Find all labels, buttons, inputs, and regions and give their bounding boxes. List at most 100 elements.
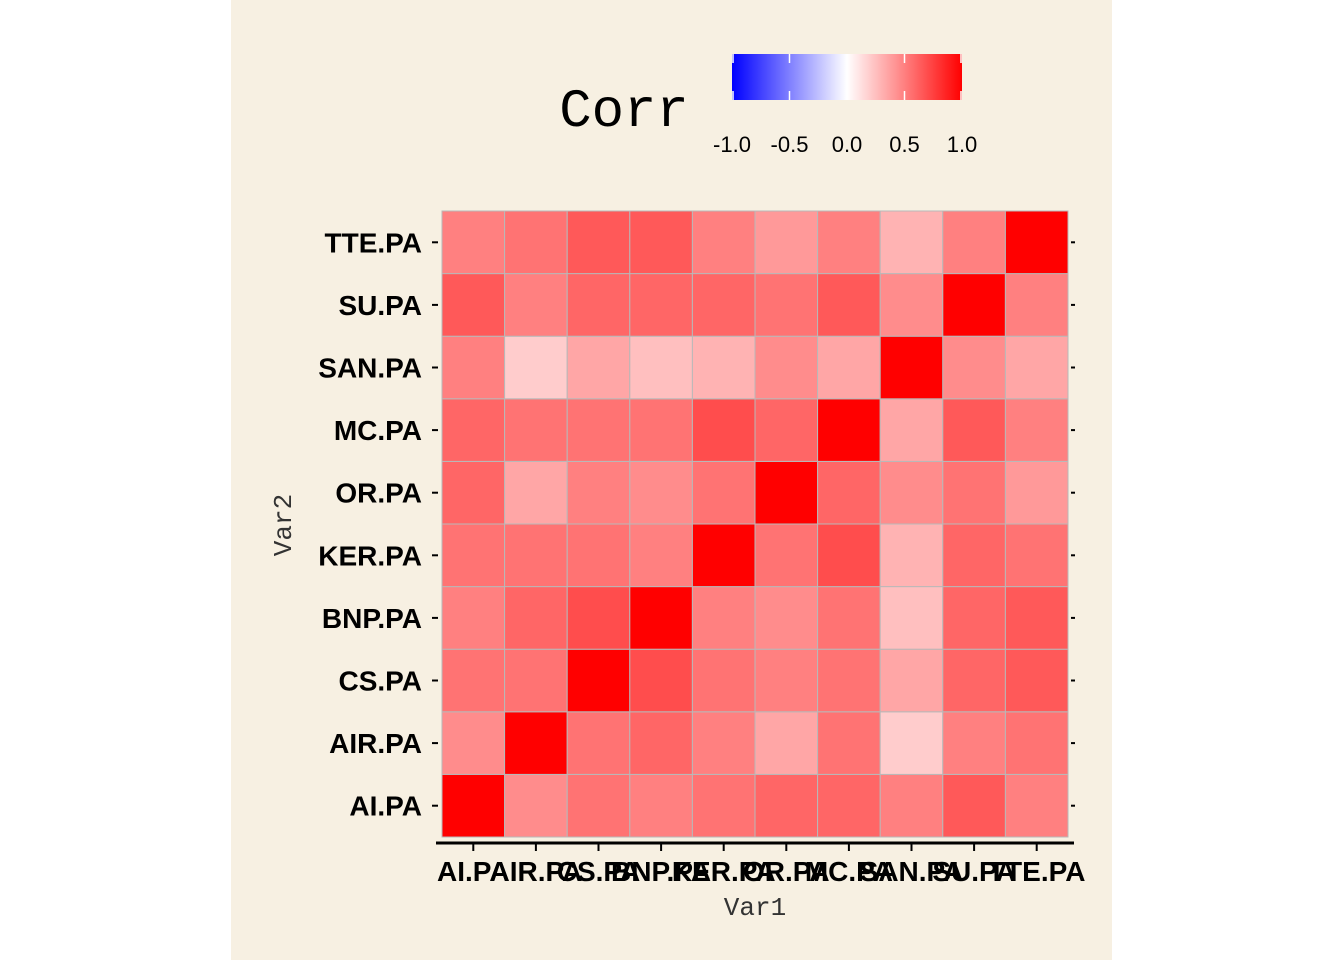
heatmap-cell xyxy=(942,273,1006,337)
heatmap-cell xyxy=(691,648,756,713)
legend-tick-label: -0.5 xyxy=(771,132,809,157)
legend-title: Corr xyxy=(559,82,689,143)
x-tick-label: MC.PA xyxy=(805,856,893,887)
heatmap-cell xyxy=(942,523,1006,588)
heatmap-cell xyxy=(1004,460,1069,525)
heatmap-cell xyxy=(629,648,693,713)
heatmap-cell xyxy=(942,586,1006,650)
heatmap-cell xyxy=(942,773,1006,838)
heatmap-cell xyxy=(504,523,568,588)
heatmap-cell xyxy=(691,398,756,462)
heatmap-cell xyxy=(879,648,944,713)
y-tick-label: BNP.PA xyxy=(322,603,422,634)
heatmap-cell xyxy=(566,648,631,713)
heatmap-cell xyxy=(691,586,756,650)
heatmap-cell xyxy=(566,523,631,588)
heatmap-cell xyxy=(441,523,506,588)
heatmap-cell xyxy=(817,273,881,337)
legend: Corr -1.0 -0.5 0.0 0.5 1.0 xyxy=(559,54,977,157)
heatmap-cell xyxy=(754,773,819,838)
heatmap-cell xyxy=(817,648,881,713)
x-tick-label: CS.PA xyxy=(557,856,641,887)
heatmap-cell xyxy=(504,586,568,650)
legend-tick-label: 0.0 xyxy=(832,132,863,157)
heatmap-cell xyxy=(566,335,631,400)
heatmap-cell xyxy=(691,523,756,588)
heatmap-cell xyxy=(754,398,819,462)
heatmap-cell xyxy=(879,523,944,588)
heatmap-cell xyxy=(691,210,756,275)
heatmap-cell xyxy=(879,586,944,650)
y-tick-label: KER.PA xyxy=(318,540,422,571)
axes xyxy=(432,241,1075,851)
heatmap-cell xyxy=(817,398,881,462)
heatmap-cell xyxy=(629,711,693,775)
heatmap-cell xyxy=(629,586,693,650)
heatmap-cell xyxy=(879,398,944,462)
y-tick-label: CS.PA xyxy=(339,666,423,697)
heatmap-cell xyxy=(879,273,944,337)
y-tick-label: MC.PA xyxy=(334,415,422,446)
heatmap-cell xyxy=(879,711,944,775)
heatmap-cell xyxy=(629,210,693,275)
heatmap-cell xyxy=(629,460,693,525)
heatmap-cell xyxy=(504,335,568,400)
heatmap-cells xyxy=(441,210,1069,838)
heatmap-cell xyxy=(691,273,756,337)
heatmap-cell xyxy=(441,773,506,838)
heatmap-cell xyxy=(504,398,568,462)
heatmap-cell xyxy=(629,523,693,588)
y-tick-label: SAN.PA xyxy=(318,353,422,384)
heatmap-cell xyxy=(817,523,881,588)
y-tick-label: AIR.PA xyxy=(329,728,422,759)
x-tick-label: AI.PA xyxy=(437,856,510,887)
heatmap-cell xyxy=(1004,273,1069,337)
heatmap-cell xyxy=(441,273,506,337)
x-tick-label: BNP.PA xyxy=(611,856,711,887)
heatmap-cell xyxy=(566,711,631,775)
heatmap-cell xyxy=(566,210,631,275)
heatmap-cell xyxy=(942,335,1006,400)
heatmap-cell xyxy=(1004,398,1069,462)
legend-tick-label: 0.5 xyxy=(889,132,920,157)
heatmap-cell xyxy=(817,711,881,775)
heatmap-cell xyxy=(629,273,693,337)
y-axis-title: Var2 xyxy=(269,494,299,556)
heatmap-cell xyxy=(504,711,568,775)
heatmap-cell xyxy=(566,773,631,838)
heatmap-cell xyxy=(817,335,881,400)
heatmap-cell xyxy=(1004,210,1069,275)
x-axis-title: Var1 xyxy=(724,893,786,923)
heatmap-cell xyxy=(629,773,693,838)
heatmap-cell xyxy=(691,773,756,838)
heatmap-cell xyxy=(1004,773,1069,838)
heatmap-cell xyxy=(441,398,506,462)
y-axis-tick-labels: AI.PA AIR.PA CS.PA BNP.PA KER.PA OR.PA MC.PA SA… xyxy=(318,227,422,821)
heatmap-cell xyxy=(942,648,1006,713)
heatmap-cell xyxy=(566,273,631,337)
heatmap-cell xyxy=(504,773,568,838)
heatmap-cell xyxy=(566,586,631,650)
x-axis-tick-labels: AI.PAAIR.PACS.PABNP.PAKER.PAOR.PAMC.PASA… xyxy=(437,856,1085,887)
heatmap-cell xyxy=(1004,523,1069,588)
heatmap-cell xyxy=(754,460,819,525)
heatmap-cell xyxy=(629,335,693,400)
heatmap-cell xyxy=(441,648,506,713)
heatmap-cell xyxy=(504,460,568,525)
heatmap-cell xyxy=(817,210,881,275)
heatmap-cell xyxy=(441,460,506,525)
y-tick-label: TTE.PA xyxy=(325,227,422,258)
heatmap-cell xyxy=(942,460,1006,525)
heatmap-cell xyxy=(817,460,881,525)
heatmap-cell xyxy=(441,335,506,400)
heatmap-cell xyxy=(441,586,506,650)
heatmap-cell xyxy=(879,460,944,525)
heatmap-cell xyxy=(942,711,1006,775)
heatmap-cell xyxy=(1004,711,1069,775)
heatmap-cell xyxy=(504,273,568,337)
heatmap-cell xyxy=(754,586,819,650)
y-tick-label: AI.PA xyxy=(349,791,422,822)
heatmap-cell xyxy=(754,273,819,337)
heatmap-cell xyxy=(754,648,819,713)
